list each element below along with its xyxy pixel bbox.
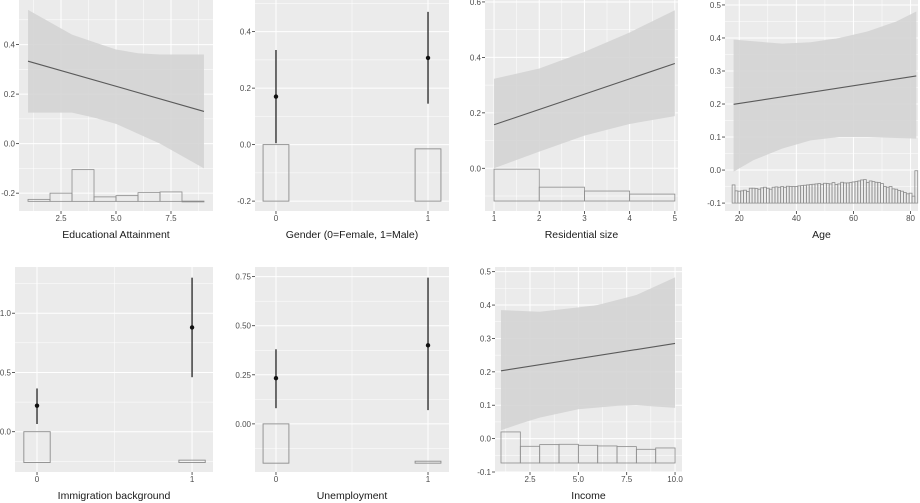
panel-6: 0.00 0.25 0.50 0.75 0 1 Unemployment [235,267,449,502]
distribution-bar [23,431,51,463]
y-tick-label: -0.2 [237,197,251,206]
x-tick-label: 1 [492,214,497,223]
x-tick-label: 7.5 [165,214,177,223]
y-tick-label: -0.1 [477,468,491,477]
x-tick-label: 7.5 [621,475,633,484]
y-tick-label: 0.0 [4,140,16,149]
x-tick-label: 5 [673,214,678,223]
confidence-band [500,277,676,431]
x-tick-label: 2 [537,214,542,223]
histogram-bar [493,168,540,202]
point-estimate [273,375,279,381]
x-tick-label: 1 [426,475,431,484]
x-tick-label: 80 [906,214,915,223]
panel-5: 0.0 0.5 1.0 0 1 Immigration background [0,267,213,502]
y-tick-label: 0.3 [480,334,492,343]
point-estimate [189,325,195,330]
x-tick-label: 0 [35,475,40,484]
y-tick-label: 0.5 [480,268,492,277]
x-tick-label: 5.0 [573,475,585,484]
x-tick-label: 3 [582,214,587,223]
y-tick-label: 0.2 [710,100,722,109]
x-tick-label: 60 [849,214,858,223]
x-tick-label: 2.5 [524,475,536,484]
y-tick-label: 0.6 [470,0,482,7]
y-tick-label: 0.4 [470,53,482,62]
y-tick-label: 0.1 [480,401,492,410]
x-tick-label: 20 [735,214,744,223]
y-tick-label: 0.2 [480,368,492,377]
y-tick-label: 0.4 [480,301,492,310]
x-tick-label: 0 [274,214,279,223]
y-tick-label: 0.2 [470,109,482,118]
histogram-bar [71,169,95,202]
point-estimate [34,403,40,408]
y-tick-label: 0.00 [235,420,251,429]
histogram-bar [914,170,919,204]
x-axis-label: Educational Attainment [62,229,169,241]
marginal-effect-line [27,60,205,112]
point-estimate [425,55,431,61]
x-axis-label: Income [571,490,606,502]
x-tick-label: 4 [627,214,632,223]
y-tick-label: -0.1 [707,199,721,208]
y-tick-label: 1.0 [0,309,12,318]
x-axis-label: Residential size [545,229,619,241]
y-tick-label: 0.0 [470,164,482,173]
panel-3: 0.0 0.2 0.4 0.6 1 2 3 4 5 Residential size [470,0,678,241]
y-tick-label: 0.4 [4,41,16,50]
y-tick-label: 0.1 [710,133,722,142]
x-tick-label: 1 [190,475,195,484]
x-axis-label: Age [812,229,831,241]
distribution-bar [262,423,290,464]
panel-7: -0.1 0.0 0.1 0.2 0.3 0.4 0.5 2.5 5.0 7.5 10.0 Incom… [477,267,683,502]
panel-1: -0.2 0.0 0.2 0.4 2.5 5.0 7.5 Educational Attain… [1,0,213,241]
distribution-bar [414,460,442,464]
confidence-band [733,11,917,172]
confidence-band [28,9,204,169]
marginal-effect-line [500,342,676,372]
distribution-bar [178,459,206,463]
x-tick-label: 0 [274,475,279,484]
distribution-bar [262,144,290,202]
y-tick-label: 0.5 [0,368,12,377]
x-tick-label: 1 [426,214,431,223]
x-tick-label: 5.0 [110,214,122,223]
distribution-bar [414,148,442,202]
x-tick-label: 10.0 [667,475,683,484]
histogram-bar [159,191,183,202]
histogram-bar [181,200,205,203]
y-tick-label: 0.0 [240,141,252,150]
y-tick-label: 0.25 [235,371,251,380]
point-estimate [273,94,279,99]
panel-4: -0.1 0.0 0.1 0.2 0.3 0.4 0.5 20 40 60 80 Age [707,0,919,241]
y-tick-label: 0.2 [240,84,252,93]
panel-2: -0.2 0.0 0.2 0.4 0 1 Gender (0=Female, 1=Male) [237,0,449,241]
x-tick-label: 2.5 [55,214,67,223]
histogram-bar [629,193,676,202]
marginal-effect-line [733,75,917,105]
y-tick-label: 0.0 [480,435,492,444]
histogram-bar [655,447,676,464]
point-estimate [425,343,431,348]
y-tick-label: 0.0 [710,166,722,175]
x-axis-label: Unemployment [317,490,388,502]
y-tick-label: 0.3 [710,67,722,76]
confidence-band [494,10,675,169]
x-axis-label: Gender (0=Female, 1=Male) [286,229,418,241]
y-tick-label: 0.0 [0,428,12,437]
y-tick-label: 0.50 [235,322,251,331]
y-tick-label: 0.75 [235,273,251,282]
marginal-effect-line [493,62,676,126]
x-tick-label: 40 [792,214,801,223]
y-tick-label: 0.4 [710,34,722,43]
y-tick-label: 0.5 [710,1,722,10]
x-axis-label: Immigration background [58,490,171,502]
y-tick-label: 0.2 [4,90,16,99]
y-tick-label: -0.2 [1,189,15,198]
panel-background [15,267,213,472]
y-tick-label: 0.4 [240,28,252,37]
